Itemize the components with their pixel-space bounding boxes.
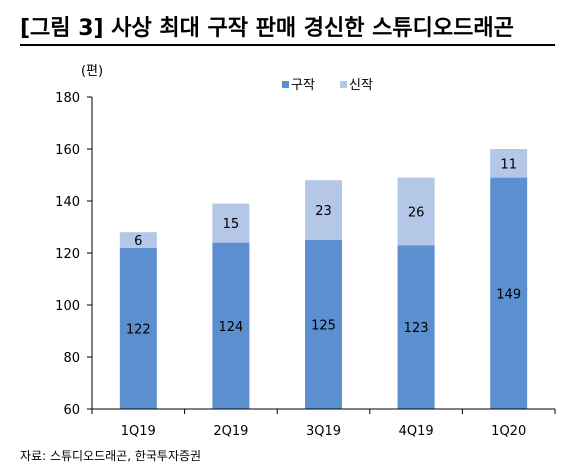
chart-legend: 구작 신작 — [282, 78, 373, 93]
x-tick-label: 1Q19 — [121, 424, 156, 439]
legend-swatch — [340, 81, 347, 88]
legend-label: 구작 — [291, 78, 315, 93]
y-tick-label: 180 — [55, 91, 80, 106]
legend-label: 신작 — [349, 78, 373, 93]
y-tick-label: 100 — [55, 299, 80, 314]
data-label: 11 — [500, 157, 517, 172]
bar-segment-old-titles — [119, 247, 157, 409]
figure-title: [그림 3] 사상 최대 구작 판매 경신한 스튜디오드래곤 — [20, 16, 514, 41]
legend-swatch — [282, 81, 289, 88]
bars: 122 6 124 15 125 23 123 26 149 11 — [119, 149, 528, 409]
data-label: 6 — [134, 234, 142, 249]
bar-segment-new-titles — [397, 177, 435, 246]
y-tick-label: 60 — [63, 403, 80, 418]
x-axis: 1Q19 2Q19 3Q19 4Q19 1Q20 — [91, 408, 556, 439]
bar-segment-new-titles — [119, 232, 157, 248]
data-label: 125 — [311, 319, 336, 334]
y-tick-label: 80 — [63, 351, 80, 366]
title-rule — [20, 44, 555, 46]
bar-segment-old-titles — [212, 242, 250, 409]
bar-segment-new-titles — [305, 180, 342, 240]
bar-segment-new-titles — [212, 203, 250, 243]
x-tick-label: 4Q19 — [399, 424, 434, 439]
data-label: 123 — [404, 321, 429, 336]
data-label: 23 — [315, 204, 332, 219]
x-tick-label: 3Q19 — [306, 424, 341, 439]
y-axis: 60 80 100 120 140 160 180 — [55, 91, 93, 418]
y-tick-label: 120 — [55, 247, 80, 262]
data-label: 124 — [218, 320, 243, 335]
y-tick-label: 140 — [55, 195, 80, 210]
y-tick-label: 160 — [55, 143, 80, 158]
bar-segment-new-titles — [490, 149, 528, 178]
x-tick-label: 2Q19 — [213, 424, 248, 439]
data-label: 26 — [408, 205, 425, 220]
source-note: 자료: 스튜디오드래곤, 한국투자증권 — [20, 449, 202, 463]
x-tick-label: 1Q20 — [491, 424, 526, 439]
data-label: 149 — [496, 287, 521, 302]
data-label: 122 — [126, 322, 151, 337]
bar-segment-old-titles — [490, 177, 528, 409]
bar-segment-old-titles — [305, 240, 342, 409]
data-label: 15 — [223, 217, 240, 232]
y-axis-unit-label: (편) — [81, 64, 103, 79]
bar-segment-old-titles — [397, 245, 435, 409]
